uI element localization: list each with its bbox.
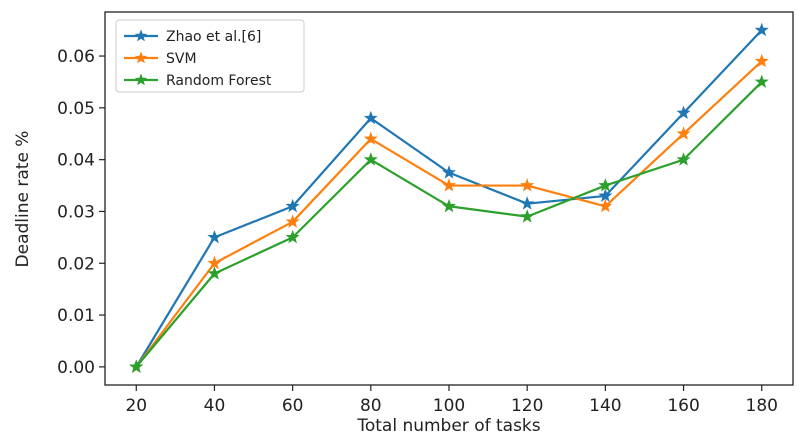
data-point bbox=[441, 198, 457, 213]
y-tick-label: 0.02 bbox=[57, 254, 95, 274]
y-tick-label: 0.05 bbox=[57, 99, 95, 119]
legend-marker bbox=[134, 51, 148, 64]
data-point bbox=[520, 196, 535, 210]
data-point bbox=[598, 198, 613, 213]
data-point bbox=[285, 198, 300, 213]
data-point bbox=[207, 266, 222, 280]
x-tick-label: 120 bbox=[511, 396, 543, 416]
data-point bbox=[285, 214, 300, 228]
data-point bbox=[207, 255, 222, 270]
data-point bbox=[676, 105, 691, 119]
data-point bbox=[598, 188, 613, 202]
data-point bbox=[441, 178, 457, 192]
data-point bbox=[363, 131, 378, 145]
series-layer bbox=[129, 22, 769, 373]
x-axis-ticks: 20 40 60 80 100 120 140 160 180 bbox=[125, 385, 778, 416]
y-tick-label: 0.01 bbox=[57, 306, 95, 326]
data-point bbox=[441, 165, 457, 179]
x-tick-label: 160 bbox=[667, 396, 699, 416]
y-axis-ticks: 0.00 0.01 0.02 0.03 0.04 0.05 0.06 bbox=[57, 47, 105, 378]
legend-label: SVM bbox=[166, 51, 197, 67]
legend-box bbox=[115, 19, 305, 93]
x-tick-label: 180 bbox=[746, 396, 778, 416]
legend-marker bbox=[134, 73, 148, 86]
data-point bbox=[676, 152, 691, 166]
data-point bbox=[754, 74, 769, 88]
legend-items: Zhao et al.[6] SVM Random Forest bbox=[124, 29, 272, 89]
data-point bbox=[285, 229, 300, 244]
legend: Zhao et al.[6] SVM Random Forest bbox=[115, 19, 305, 93]
legend-label: Zhao et al.[6] bbox=[166, 29, 261, 45]
data-point bbox=[363, 152, 378, 166]
x-axis-label: Total number of tasks bbox=[356, 416, 540, 436]
x-tick-label: 100 bbox=[433, 396, 465, 416]
x-tick-label: 60 bbox=[282, 396, 304, 416]
data-point bbox=[754, 53, 769, 68]
legend-marker bbox=[134, 29, 148, 42]
data-point bbox=[207, 229, 222, 244]
data-point bbox=[598, 178, 613, 192]
data-point bbox=[520, 209, 535, 223]
y-axis-label: Deadline rate % bbox=[13, 131, 33, 268]
x-tick-label: 20 bbox=[125, 396, 147, 416]
data-point bbox=[520, 178, 535, 192]
x-tick-label: 40 bbox=[204, 396, 226, 416]
x-tick-label: 140 bbox=[589, 396, 621, 416]
y-tick-label: 0.04 bbox=[57, 151, 95, 171]
x-tick-label: 80 bbox=[360, 396, 382, 416]
data-point bbox=[754, 22, 769, 37]
legend-label: Random Forest bbox=[166, 73, 272, 89]
y-tick-label: 0.03 bbox=[57, 202, 95, 222]
y-tick-label: 0.06 bbox=[57, 47, 95, 67]
series-3 bbox=[129, 74, 769, 373]
data-point bbox=[363, 110, 378, 125]
data-point bbox=[129, 359, 144, 373]
y-tick-label: 0.00 bbox=[57, 358, 95, 378]
data-point bbox=[676, 126, 691, 140]
